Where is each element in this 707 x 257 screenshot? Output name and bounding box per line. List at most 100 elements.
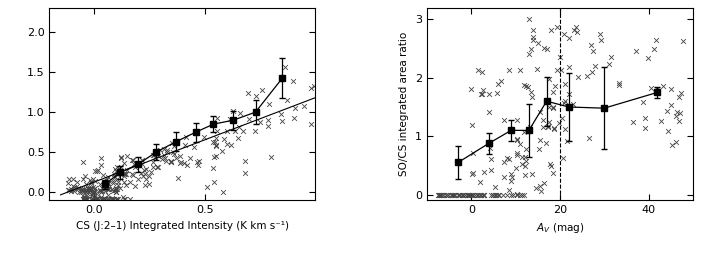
Point <box>81 197 92 201</box>
Point <box>665 87 677 91</box>
Point <box>264 102 275 106</box>
Point <box>540 141 551 145</box>
Point <box>544 77 555 81</box>
Point <box>156 157 168 161</box>
Point <box>77 187 88 191</box>
Point <box>79 197 90 201</box>
Point <box>127 172 138 176</box>
Point <box>525 47 536 51</box>
Point <box>493 82 504 86</box>
Point <box>209 155 220 159</box>
Point <box>460 192 471 197</box>
Point <box>87 192 98 197</box>
Point <box>567 102 578 106</box>
Point <box>107 181 119 186</box>
Point <box>192 163 204 167</box>
Point <box>250 128 261 133</box>
Point <box>655 119 667 123</box>
Point <box>107 197 118 201</box>
Point <box>112 197 123 201</box>
Point <box>81 197 93 201</box>
Point <box>551 68 563 72</box>
Point <box>227 109 238 113</box>
Point <box>207 140 218 144</box>
Point <box>102 197 113 201</box>
Point <box>110 190 122 194</box>
Point <box>477 69 488 74</box>
Point <box>87 197 98 201</box>
Point <box>276 118 288 123</box>
Point <box>527 28 539 32</box>
Point <box>73 186 84 190</box>
Point <box>554 121 565 125</box>
Point <box>518 130 530 134</box>
Point <box>520 159 531 163</box>
Point <box>92 197 103 201</box>
Point <box>89 169 100 173</box>
Point <box>526 90 537 94</box>
Point <box>547 106 559 110</box>
Point <box>526 172 537 176</box>
Point <box>650 38 661 42</box>
Point <box>152 164 163 169</box>
Point <box>493 192 505 197</box>
Point <box>95 163 106 167</box>
Point <box>519 83 530 87</box>
Point <box>118 161 129 165</box>
Point <box>111 177 122 181</box>
Point <box>92 169 103 173</box>
Point <box>433 192 444 197</box>
Point <box>85 187 96 191</box>
Point <box>78 195 90 199</box>
Point <box>120 183 132 187</box>
Point <box>671 110 682 114</box>
Point <box>80 196 91 200</box>
Point <box>526 95 537 99</box>
Point <box>210 140 221 144</box>
Point <box>189 145 200 149</box>
Point <box>639 116 650 120</box>
X-axis label: $A_V$ (mag): $A_V$ (mag) <box>536 221 584 235</box>
Point <box>652 87 663 91</box>
Point <box>637 100 648 104</box>
Point <box>519 192 530 197</box>
Point <box>534 109 546 114</box>
Point <box>170 156 181 160</box>
Point <box>648 47 660 51</box>
Point <box>484 146 496 150</box>
Point <box>62 181 74 185</box>
Point <box>551 25 563 29</box>
Point <box>165 159 177 163</box>
Point <box>103 187 114 191</box>
Point <box>555 68 566 72</box>
Point <box>537 118 549 122</box>
Point <box>584 136 595 140</box>
Point <box>70 185 81 189</box>
Point <box>581 74 592 78</box>
Point <box>511 153 522 157</box>
Point <box>110 186 121 190</box>
Point <box>96 197 107 201</box>
Point <box>110 188 121 192</box>
Point <box>107 197 118 201</box>
Point <box>104 197 115 201</box>
Point <box>74 190 85 194</box>
Point <box>122 154 133 158</box>
Point <box>74 187 86 191</box>
Point <box>217 190 228 195</box>
Point <box>62 188 74 192</box>
Point <box>256 88 267 92</box>
Point <box>466 192 477 197</box>
Point <box>290 106 301 110</box>
X-axis label: CS (J:2–1) Integrated Intensity (K km s⁻¹): CS (J:2–1) Integrated Intensity (K km s⁻… <box>76 221 289 231</box>
Point <box>474 192 486 197</box>
Point <box>81 188 93 192</box>
Point <box>559 127 571 131</box>
Point <box>263 118 274 123</box>
Point <box>587 70 598 74</box>
Point <box>498 160 509 164</box>
Point <box>90 197 101 201</box>
Point <box>305 122 317 126</box>
Point <box>161 148 173 152</box>
Point <box>495 79 506 83</box>
